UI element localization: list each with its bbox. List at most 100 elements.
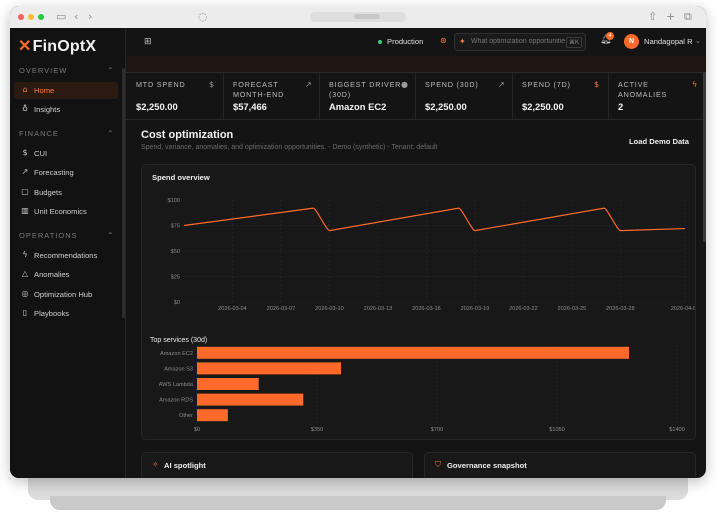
- ai-search-input[interactable]: ✦ What optimization opportunities ⌘K: [454, 33, 586, 51]
- x-tick-label: 2026-03-13: [364, 306, 393, 312]
- kpi-card[interactable]: FORECAST MONTH-END $57,466 ↗: [223, 73, 320, 119]
- collapse-sidebar-icon[interactable]: ⊞: [144, 37, 152, 47]
- kpi-value: $57,466: [233, 101, 267, 112]
- chevron-up-icon: ⌃: [107, 66, 115, 75]
- page-title: Cost optimization: [141, 129, 234, 141]
- load-demo-data-button[interactable]: Load Demo Data: [629, 137, 689, 146]
- governance-snapshot-title: Governance snapshot: [447, 461, 527, 470]
- sidebar-scrollbar[interactable]: [122, 68, 125, 318]
- section-overview[interactable]: OVERVIEW ⌃: [19, 66, 115, 75]
- main-content: Cost optimization Spend, variance, anoma…: [126, 120, 706, 478]
- kpi-card[interactable]: BIGGEST DRIVER (30D) Amazon EC2 ●: [319, 73, 416, 119]
- forward-arrow-icon[interactable]: ›: [88, 10, 93, 23]
- sidebar-item-playbooks[interactable]: ▯ Playbooks: [14, 305, 118, 322]
- page-scrollbar[interactable]: [703, 72, 706, 242]
- chevron-up-icon: ⌃: [107, 231, 115, 240]
- service-bar: [197, 393, 304, 406]
- sidebar-item-unit-economics[interactable]: ▥ Unit Economics: [21, 206, 87, 216]
- sidebar-item-optimization-hub[interactable]: ◎ Optimization Hub: [21, 289, 93, 299]
- x-tick-label: 2026-03-16: [412, 306, 441, 312]
- maximize-window-dot[interactable]: [38, 14, 44, 20]
- service-bar: [197, 346, 629, 359]
- x-tick-label: 2026-03-04: [218, 306, 247, 312]
- x-tick-label: $700: [431, 427, 443, 433]
- lightbulb-icon: ♁: [22, 104, 28, 113]
- spend-overview-title: Spend overview: [152, 173, 210, 182]
- sidebar-item-recommendations[interactable]: ϟ Recommendations: [14, 247, 118, 264]
- sidebar-item-home[interactable]: ⌂ Home: [14, 82, 118, 99]
- kpi-label: SPEND (7D): [522, 80, 571, 89]
- sidebar-item-budgets[interactable]: ▢ Budgets: [21, 187, 62, 197]
- section-operations[interactable]: OPERATIONS ⌃: [19, 231, 115, 240]
- kpi-value: 2: [618, 101, 624, 112]
- kpi-value: $2,250.00: [522, 101, 564, 112]
- trend-icon: ↗: [498, 80, 505, 89]
- kpi-value: Amazon EC2: [329, 101, 387, 112]
- sidebar-item-anomalies[interactable]: △ Anomalies: [21, 269, 70, 279]
- y-tick-label: $100: [168, 198, 180, 204]
- close-window-dot[interactable]: [18, 14, 24, 20]
- x-tick-label: 2026-03-22: [509, 306, 538, 312]
- dot-icon: ●: [401, 80, 408, 89]
- sparkle-icon: ✧: [152, 460, 159, 469]
- bell-icon[interactable]: 🔔︎: [600, 35, 612, 45]
- ai-spotlight-title: AI spotlight: [164, 461, 206, 470]
- x-tick-label: 2026-04-01: [671, 306, 695, 312]
- section-finance[interactable]: FINANCE ⌃: [19, 129, 115, 138]
- warning-icon: △: [21, 269, 29, 278]
- kpi-card[interactable]: SPEND (7D) $2,250.00 $: [512, 73, 609, 119]
- trend-icon: ↗: [21, 167, 29, 176]
- governance-snapshot-card: ⛉ Governance snapshot: [424, 452, 696, 478]
- avatar[interactable]: N: [624, 34, 639, 49]
- sparkle-icon: ✦: [459, 37, 466, 46]
- top-bar: ⊞ Production ⊛ ✦ What optimization oppor…: [126, 28, 706, 57]
- kpi-row: MTD SPEND $2,250.00 $ FORECAST MONTH-END $57,…: [126, 73, 706, 120]
- y-tick-label: $75: [171, 224, 180, 230]
- user-menu[interactable]: Nandagopal R: [644, 37, 693, 46]
- category-label: Other: [179, 413, 193, 419]
- window-shadow: [28, 478, 688, 500]
- back-arrow-icon[interactable]: ‹: [74, 10, 79, 23]
- x-tick-label: 2026-03-19: [461, 306, 490, 312]
- environment-selector[interactable]: Production: [378, 37, 423, 46]
- spend-series-line: [183, 207, 686, 232]
- spend-overview-card: Spend overview Top services (30d) $100 $7…: [141, 164, 696, 440]
- x-tick-label: $1400: [669, 427, 685, 433]
- x-tick-label: $1050: [549, 427, 565, 433]
- tabs-overview-icon[interactable]: ⧉: [684, 10, 692, 23]
- book-icon: ▯: [22, 308, 28, 317]
- banner-strip: [126, 56, 706, 73]
- target-icon: ◎: [21, 289, 29, 298]
- kpi-card[interactable]: MTD SPEND $2,250.00 $: [126, 73, 224, 119]
- category-label: Amazon RDS: [159, 398, 193, 404]
- address-bar[interactable]: [310, 12, 406, 22]
- sidebar-item-insights[interactable]: ♁ Insights: [14, 101, 118, 118]
- x-tick-label: $0: [194, 427, 200, 433]
- page-subtitle: Spend, variance, anomalies, and optimiza…: [141, 144, 438, 151]
- brand-logo[interactable]: ✕FinOptX: [18, 36, 96, 56]
- shield-icon: ⛉: [435, 460, 441, 469]
- x-tick-label: 2026-03-07: [267, 306, 296, 312]
- minimize-window-dot[interactable]: [28, 14, 34, 20]
- dollar-icon: $: [22, 148, 28, 157]
- status-dot-icon: [378, 40, 382, 44]
- share-icon[interactable]: ⇧: [648, 10, 658, 23]
- sidebar-toggle-icon[interactable]: ▭: [56, 10, 67, 23]
- chevron-down-icon[interactable]: ⌄: [695, 38, 701, 45]
- kpi-value: $2,250.00: [136, 101, 178, 112]
- sidebar-item-forecasting[interactable]: ↗ Forecasting: [21, 167, 74, 177]
- kpi-card[interactable]: ACTIVE ANOMALIES 2 ϟ: [608, 73, 706, 119]
- bolt-icon: ϟ: [22, 250, 28, 259]
- y-tick-label: $50: [171, 249, 180, 255]
- sidebar-item-cui[interactable]: $ CUI: [14, 145, 118, 162]
- ai-spotlight-card: ✧ AI spotlight: [141, 452, 413, 478]
- browser-chrome: ▭ ‹ › ◌ ⇧ + ⧉: [10, 6, 706, 29]
- kpi-card[interactable]: SPEND (30D) $2,250.00 ↗: [415, 73, 513, 119]
- dollar-icon: $: [594, 80, 600, 89]
- kpi-label: MTD SPEND: [136, 80, 186, 89]
- sparkle-icon[interactable]: ⊛: [440, 36, 447, 45]
- browser-window: ▭ ‹ › ◌ ⇧ + ⧉ ✕FinOptX OVERVIEW ⌃ ⌂ Home ♁…: [10, 6, 706, 478]
- bar-chart-icon: ▥: [21, 206, 29, 215]
- category-label: Amazon EC2: [160, 351, 193, 357]
- new-tab-icon[interactable]: +: [666, 10, 676, 23]
